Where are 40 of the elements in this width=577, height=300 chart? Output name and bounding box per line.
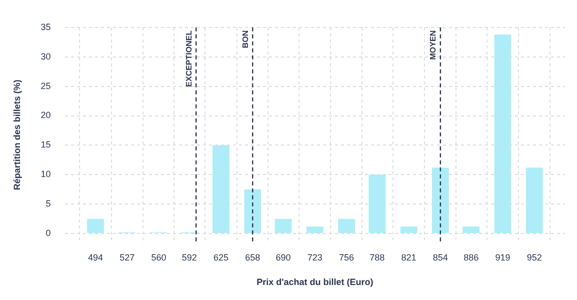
x-tick-label: 886 bbox=[464, 252, 479, 262]
bar bbox=[274, 218, 292, 234]
x-tick-label: 592 bbox=[182, 252, 197, 262]
y-tick-label: 15 bbox=[40, 140, 51, 150]
bar bbox=[306, 226, 324, 234]
bar bbox=[400, 226, 418, 234]
y-tick-label: 0 bbox=[46, 228, 51, 238]
y-tick-label: 10 bbox=[40, 169, 51, 180]
x-tick-label: 919 bbox=[495, 252, 510, 262]
x-tick-label: 952 bbox=[526, 252, 542, 262]
bar bbox=[244, 189, 262, 234]
x-tick-label: 690 bbox=[276, 252, 291, 262]
x-tick-label: 494 bbox=[88, 252, 103, 262]
ref-line-label: MOYEN bbox=[428, 30, 438, 60]
x-tick-label: 560 bbox=[151, 252, 166, 262]
x-tick-label: 756 bbox=[339, 252, 354, 262]
bar bbox=[494, 34, 512, 234]
ref-line-label: BON bbox=[240, 30, 250, 48]
x-tick-label: 625 bbox=[213, 252, 229, 262]
y-tick-label: 25 bbox=[40, 80, 51, 91]
bar bbox=[526, 168, 543, 234]
bar bbox=[432, 168, 449, 234]
y-tick-label: 30 bbox=[40, 51, 51, 62]
y-axis-title: Répartition des billets (%) bbox=[12, 80, 22, 190]
y-tick-label: 20 bbox=[40, 110, 51, 120]
x-tick-label: 527 bbox=[120, 252, 135, 262]
y-tick-label: 35 bbox=[40, 22, 51, 32]
bar bbox=[338, 218, 355, 234]
bar bbox=[212, 145, 230, 234]
x-tick-label: 658 bbox=[245, 252, 260, 262]
bar bbox=[87, 218, 104, 234]
x-tick-label: 854 bbox=[432, 252, 448, 262]
bar bbox=[462, 226, 480, 234]
x-tick-label: 723 bbox=[307, 252, 322, 262]
x-tick-label: 788 bbox=[370, 252, 385, 262]
bar bbox=[368, 174, 386, 234]
y-tick-label: 5 bbox=[46, 198, 51, 209]
x-axis-title: Prix d'achat du billet (Euro) bbox=[256, 277, 374, 288]
ref-line-label: EXCEPTIONEL bbox=[184, 30, 194, 87]
x-tick-label: 821 bbox=[401, 252, 416, 262]
